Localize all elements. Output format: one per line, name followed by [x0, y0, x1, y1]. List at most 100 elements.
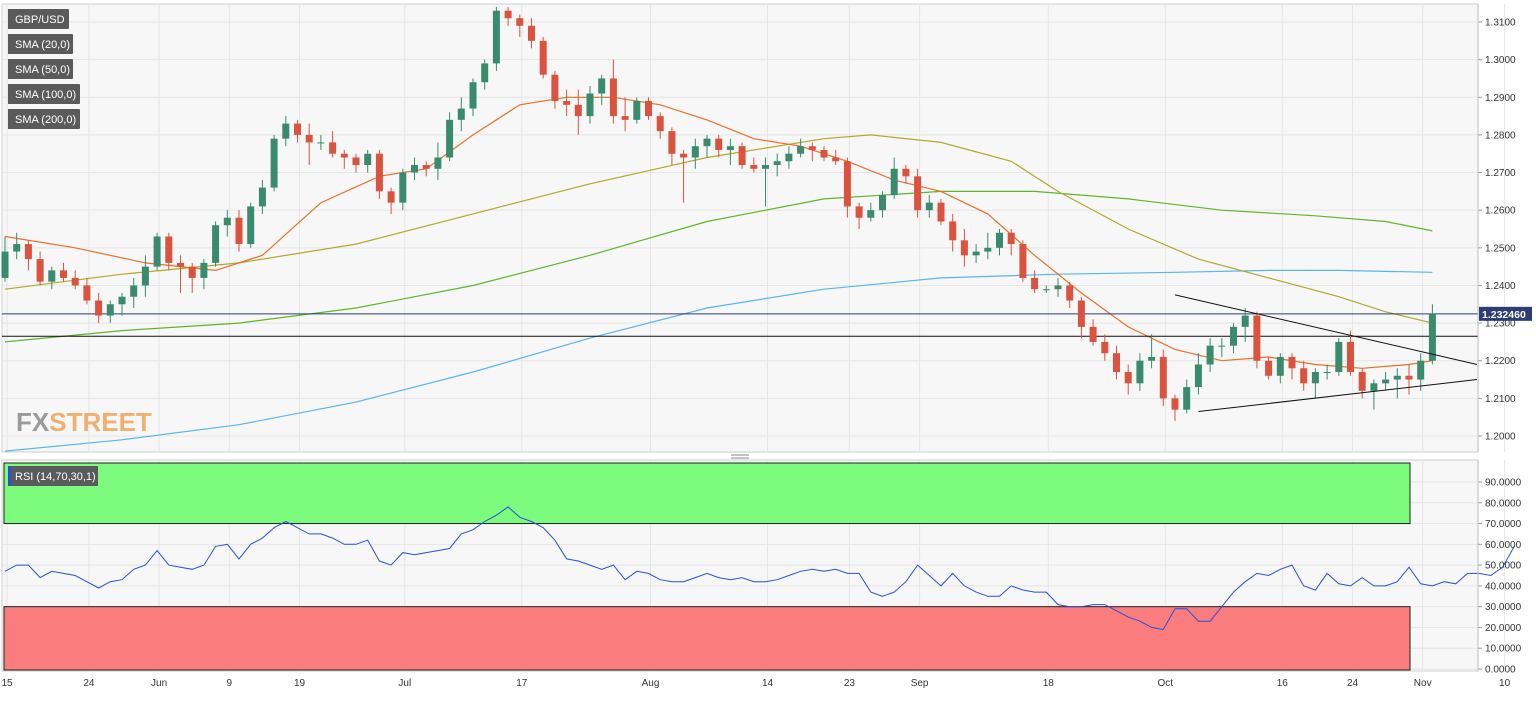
candle: [1159, 349, 1167, 406]
candle-body-up: [106, 304, 114, 316]
candle-body-up: [1148, 356, 1156, 361]
candle: [1148, 334, 1156, 369]
candle-body-up: [1323, 372, 1331, 374]
candle: [1323, 364, 1331, 380]
candle: [13, 232, 21, 260]
candle: [48, 266, 56, 290]
price-tick-label: 1.2600: [1485, 206, 1516, 217]
candle: [773, 153, 781, 177]
candle-body-up: [890, 168, 898, 196]
candle-body-up: [399, 172, 407, 203]
candle: [1077, 296, 1085, 339]
candle-body-up: [867, 210, 875, 218]
x-tick-label: 10: [1499, 678, 1511, 689]
price-tick-label: 1.2400: [1485, 281, 1516, 292]
candle-body-down: [937, 202, 945, 222]
candle: [399, 168, 407, 211]
legend-swatch: [8, 9, 11, 29]
legend-item: SMA (50,0): [8, 59, 73, 79]
candle-body-up: [996, 232, 1003, 248]
candle: [1276, 353, 1284, 384]
watermark-fx: FX: [16, 407, 50, 437]
candle: [364, 149, 372, 173]
candle-body-down: [609, 78, 617, 117]
current-price-tag: 1.232460: [1479, 306, 1532, 321]
candle-body-up: [13, 244, 21, 252]
candle: [235, 210, 243, 252]
candle-body-up: [879, 195, 886, 211]
candle-body-up: [633, 101, 641, 120]
rsi-legend-swatch: [8, 466, 11, 486]
candle-body-down: [1347, 341, 1354, 373]
candle-body-up: [598, 78, 606, 94]
candle-body-down: [1007, 232, 1015, 245]
candle: [785, 146, 793, 169]
candle: [960, 229, 968, 267]
price-tick-label: 1.2300: [1485, 319, 1516, 330]
candle: [996, 229, 1003, 256]
candle: [750, 157, 758, 173]
candle-body-up: [492, 10, 500, 64]
candle: [95, 292, 103, 324]
candle: [305, 123, 313, 166]
candle: [83, 277, 91, 305]
candle-body-up: [1370, 383, 1378, 391]
rsi-zones: [3, 462, 1411, 671]
sma-lines: [4, 96, 1433, 452]
candle: [1194, 353, 1202, 395]
candle-body-down: [656, 116, 664, 132]
candle-body-down: [1066, 285, 1074, 301]
candle: [691, 138, 699, 169]
candle: [1241, 308, 1249, 342]
candle: [1042, 285, 1050, 293]
candle: [24, 240, 32, 271]
rsi-tick-label: 60.0000: [1485, 540, 1522, 551]
candle-body-down: [1405, 375, 1413, 380]
candle-body-up: [797, 146, 805, 154]
candle-body-down: [1101, 341, 1109, 354]
candle: [598, 74, 606, 105]
x-tick-label: Oct: [1158, 678, 1174, 689]
candle-body-down: [375, 153, 383, 192]
candle: [843, 157, 851, 218]
x-tick-label: 19: [294, 678, 306, 689]
candle-body-down: [1171, 398, 1179, 410]
rsi-tick-label: 0.0000: [1485, 665, 1516, 676]
candle-body-up: [1417, 360, 1425, 380]
candle: [1393, 368, 1401, 399]
candle-body-down: [340, 153, 348, 158]
candle: [1288, 353, 1296, 380]
candle-body-down: [574, 104, 582, 117]
candle-body-up: [1194, 364, 1202, 388]
candle-body-up: [247, 206, 255, 245]
legend-item-bg: [8, 84, 80, 104]
oversold-zone: [3, 606, 1411, 671]
rsi-tick-label: 90.0000: [1485, 478, 1522, 489]
candle: [820, 146, 828, 162]
candle: [1101, 334, 1109, 361]
candle-body-down: [855, 206, 863, 218]
candle-body-down: [188, 266, 196, 278]
fxstreet-watermark: FXSTREET: [16, 407, 152, 437]
candle: [212, 221, 220, 267]
candle: [1311, 368, 1319, 399]
rsi-tick-label: 70.0000: [1485, 519, 1522, 530]
legend-item: SMA (20,0): [8, 34, 73, 54]
candle-body-up: [411, 165, 418, 173]
candle-body-down: [387, 191, 395, 203]
candle: [317, 134, 325, 150]
candle: [703, 134, 711, 158]
candle: [387, 187, 395, 214]
panel-splitter-handle[interactable]: [731, 454, 749, 459]
candle-body-down: [949, 221, 957, 241]
candle-body-down: [71, 277, 79, 286]
candle: [1007, 229, 1015, 256]
candle-body-down: [165, 236, 173, 263]
candle: [481, 59, 489, 90]
x-tick-label: Jun: [151, 678, 167, 689]
candle-body-down: [738, 146, 746, 166]
candle-body-down: [902, 168, 910, 177]
watermark-street: STREET: [49, 407, 152, 437]
candle: [1358, 368, 1366, 399]
candle-body-up: [457, 108, 465, 120]
